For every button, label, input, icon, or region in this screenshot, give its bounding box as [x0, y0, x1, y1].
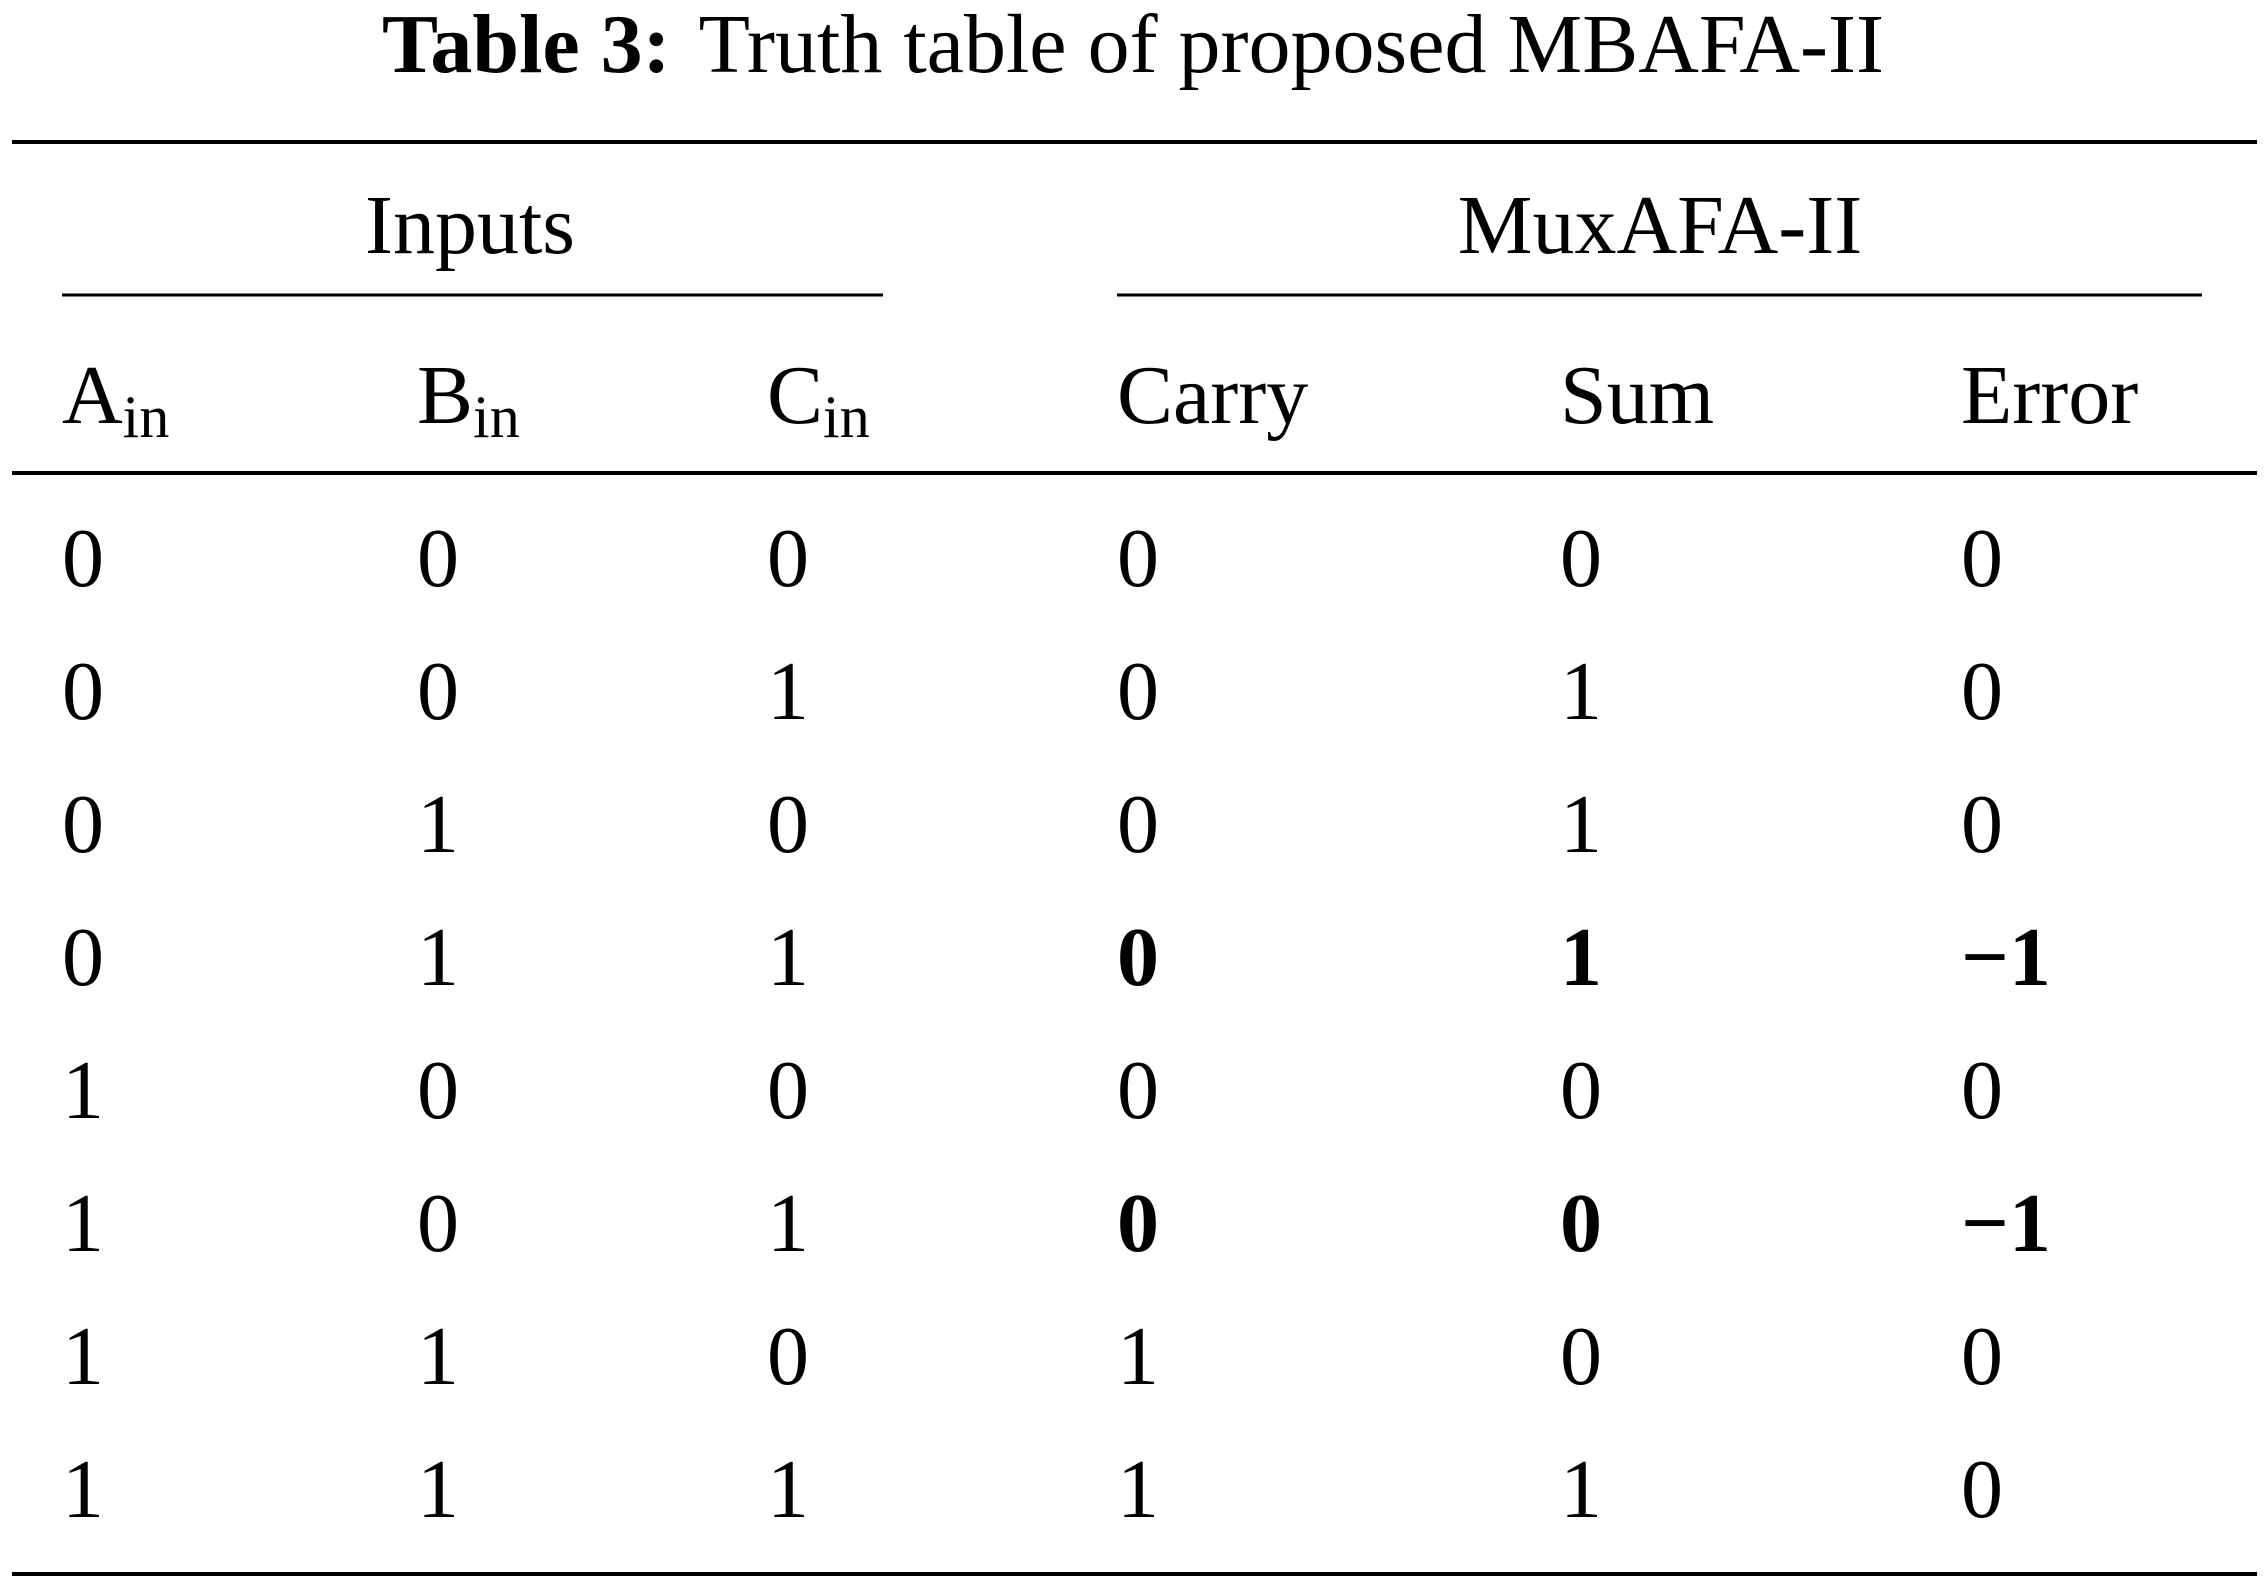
table-cell: 1 [417, 1443, 459, 1536]
table-cell: 0 [767, 778, 809, 871]
table-cell: 1 [417, 778, 459, 871]
table-cell: 1 [767, 1177, 809, 1270]
table-cell: 0 [1961, 1044, 2003, 1137]
table-cell: 0 [1560, 1310, 1602, 1403]
table-cell: −1 [1961, 1177, 2051, 1270]
header-main: A [62, 349, 123, 442]
table-cell: 0 [1117, 778, 1159, 871]
table-cell: 0 [1117, 512, 1159, 605]
table-cell: 1 [767, 1443, 809, 1536]
table-cell: 1 [767, 645, 809, 738]
table-cell: 0 [1117, 645, 1159, 738]
header-main: B [417, 349, 473, 442]
table-cell: 0 [1961, 645, 2003, 738]
table-cell: 0 [1117, 1044, 1159, 1137]
table-cell: 1 [417, 1310, 459, 1403]
table-cell: 0 [1117, 1177, 1159, 1270]
column-header: Carry [1117, 349, 1308, 442]
table-cell: 0 [417, 512, 459, 605]
table-cell: 0 [1961, 1310, 2003, 1403]
table-cell: 0 [62, 911, 104, 1004]
table-cell: 1 [1560, 911, 1602, 1004]
header-main: C [767, 349, 823, 442]
column-header: Cin [767, 349, 870, 450]
group-header: Inputs [365, 179, 575, 272]
table-cell: 0 [1961, 1443, 2003, 1536]
table-cell: 0 [417, 1044, 459, 1137]
table-cell: 0 [1961, 778, 2003, 871]
column-header: Error [1961, 349, 2138, 442]
table-cell: 0 [1961, 512, 2003, 605]
header-main: Carry [1117, 349, 1308, 442]
table-caption: Table 3: Truth table of proposed MBAFA-II [382, 0, 1884, 91]
table-cell: 0 [417, 645, 459, 738]
table-cell: −1 [1961, 911, 2051, 1004]
table-cell: 1 [417, 911, 459, 1004]
table-cell: 0 [1117, 911, 1159, 1004]
table-cell: 1 [1560, 645, 1602, 738]
table-cell: 0 [767, 1310, 809, 1403]
header-sub: in [123, 384, 170, 450]
column-header: Ain [62, 349, 169, 450]
table-cell: 1 [62, 1310, 104, 1403]
table-cell: 0 [1560, 1177, 1602, 1270]
table-cell: 0 [767, 512, 809, 605]
table-cell: 1 [1117, 1310, 1159, 1403]
table-cell: 0 [767, 1044, 809, 1137]
table-cell: 0 [62, 512, 104, 605]
header-sub: in [473, 384, 520, 450]
caption-label: Table 3: [382, 0, 671, 91]
column-header: Bin [417, 349, 520, 450]
table-cell: 1 [62, 1177, 104, 1270]
table-cell: 0 [1560, 512, 1602, 605]
header-main: Error [1961, 349, 2138, 442]
table-cell: 0 [62, 778, 104, 871]
header-sub: in [823, 384, 870, 450]
column-header: Sum [1560, 349, 1714, 442]
table-cell: 0 [1560, 1044, 1602, 1137]
table-cell: 0 [417, 1177, 459, 1270]
table-cell: 1 [62, 1044, 104, 1137]
table-cell: 0 [62, 645, 104, 738]
caption-text: Truth table of proposed MBAFA-II [699, 0, 1884, 91]
table-cell: 1 [1117, 1443, 1159, 1536]
group-header: MuxAFA-II [1458, 179, 1862, 272]
table-cell: 1 [767, 911, 809, 1004]
table-cell: 1 [1560, 778, 1602, 871]
table-cell: 1 [62, 1443, 104, 1536]
table-cell: 1 [1560, 1443, 1602, 1536]
header-main: Sum [1560, 349, 1714, 442]
